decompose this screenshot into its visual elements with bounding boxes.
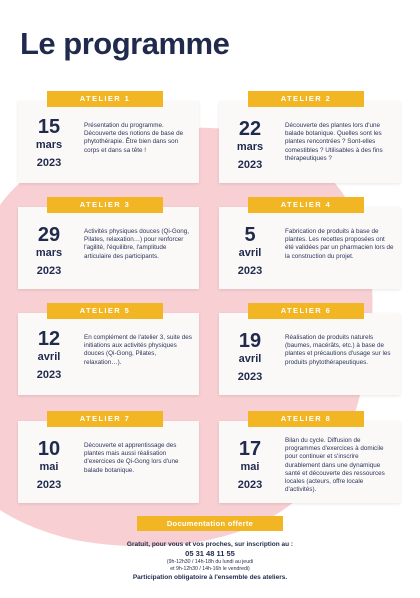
footer-hours-weekdays: (9h-12h30 / 14h-18h du lundi au jeudi bbox=[166, 559, 254, 565]
page-title: Le programme bbox=[20, 26, 230, 61]
atelier-description: Activités physiques douces (Qi-Gong, Pil… bbox=[84, 228, 189, 260]
date-day: 15 bbox=[37, 116, 61, 138]
date-month: avril bbox=[238, 353, 262, 365]
atelier-card-5: ATELIER 5 12 avril 2023 En complément de… bbox=[18, 303, 199, 395]
date-day: 19 bbox=[238, 330, 262, 352]
atelier-card-2: ATELIER 2 22 mars 2023 Découverte des pl… bbox=[219, 91, 400, 183]
date-month: mai bbox=[39, 461, 59, 473]
atelier-card-7: ATELIER 7 10 mai 2023 Découverte et appr… bbox=[18, 411, 199, 503]
atelier-card-6: ATELIER 6 19 avril 2023 Réalisation de p… bbox=[219, 303, 400, 395]
atelier-tag: ATELIER 3 bbox=[47, 197, 163, 213]
atelier-description: Découverte des plantes lors d'une balade… bbox=[285, 122, 383, 162]
atelier-date: 15 mars 2023 bbox=[18, 116, 80, 170]
footer-info: Gratuit, pour vous et vos proches, sur i… bbox=[60, 540, 360, 582]
footer-participation-note: Participation obligatoire à l'ensemble d… bbox=[132, 574, 288, 581]
date-year: 2023 bbox=[36, 157, 62, 169]
atelier-description: En complément de l'atelier 3, suite des … bbox=[84, 334, 192, 366]
date-month: mars bbox=[35, 247, 63, 259]
atelier-tag: ATELIER 6 bbox=[248, 303, 364, 319]
atelier-card-1: ATELIER 1 15 mars 2023 Présentation du p… bbox=[18, 91, 199, 183]
atelier-date: 12 avril 2023 bbox=[18, 328, 80, 382]
documentation-badge: Documentation offerte bbox=[137, 516, 283, 531]
date-month: avril bbox=[238, 247, 262, 259]
date-month: mars bbox=[35, 139, 63, 151]
atelier-tag: ATELIER 8 bbox=[248, 411, 364, 427]
atelier-date: 19 avril 2023 bbox=[219, 330, 281, 384]
atelier-date: 29 mars 2023 bbox=[18, 224, 80, 278]
atelier-description: Bilan du cycle. Diffusion de programmes … bbox=[285, 437, 385, 494]
date-day: 22 bbox=[238, 118, 262, 140]
date-year: 2023 bbox=[36, 479, 62, 491]
date-day: 17 bbox=[238, 438, 262, 460]
atelier-card-4: ATELIER 4 5 avril 2023 Fabrication de pr… bbox=[219, 197, 400, 289]
atelier-tag: ATELIER 7 bbox=[47, 411, 163, 427]
date-day: 29 bbox=[37, 224, 61, 246]
date-year: 2023 bbox=[237, 265, 263, 277]
atelier-tag: ATELIER 4 bbox=[248, 197, 364, 213]
atelier-date: 5 avril 2023 bbox=[219, 224, 281, 278]
date-month: mars bbox=[236, 141, 264, 153]
date-month: mai bbox=[240, 461, 260, 473]
date-year: 2023 bbox=[237, 479, 263, 491]
atelier-card-3: ATELIER 3 29 mars 2023 Activités physiqu… bbox=[18, 197, 199, 289]
date-year: 2023 bbox=[237, 159, 263, 171]
atelier-description: Découverte et apprentissage des plantes … bbox=[84, 442, 179, 474]
atelier-card-8: ATELIER 8 17 mai 2023 Bilan du cycle. Di… bbox=[219, 411, 400, 503]
atelier-description: Présentation du programme. Découverte de… bbox=[84, 122, 184, 154]
footer-phone[interactable]: 05 31 48 11 55 bbox=[185, 549, 235, 558]
date-year: 2023 bbox=[237, 371, 263, 383]
footer-registration-text: Gratuit, pour vous et vos proches, sur i… bbox=[126, 541, 294, 548]
atelier-date: 10 mai 2023 bbox=[18, 438, 80, 492]
atelier-tag: ATELIER 2 bbox=[248, 91, 364, 107]
atelier-date: 17 mai 2023 bbox=[219, 438, 281, 492]
footer-hours-friday: et 9h-12h30 / 14h-16h le vendredi) bbox=[170, 566, 250, 572]
date-day: 10 bbox=[37, 438, 61, 460]
date-day: 5 bbox=[244, 224, 256, 246]
date-day: 12 bbox=[37, 328, 61, 350]
date-year: 2023 bbox=[36, 369, 62, 381]
atelier-tag: ATELIER 1 bbox=[47, 91, 163, 107]
atelier-description: Fabrication de produits à base de plante… bbox=[285, 228, 394, 260]
date-month: avril bbox=[37, 351, 61, 363]
date-year: 2023 bbox=[36, 265, 62, 277]
atelier-description: Réalisation de produits naturels (baumes… bbox=[285, 334, 391, 366]
atelier-tag: ATELIER 5 bbox=[47, 303, 163, 319]
atelier-date: 22 mars 2023 bbox=[219, 118, 281, 172]
